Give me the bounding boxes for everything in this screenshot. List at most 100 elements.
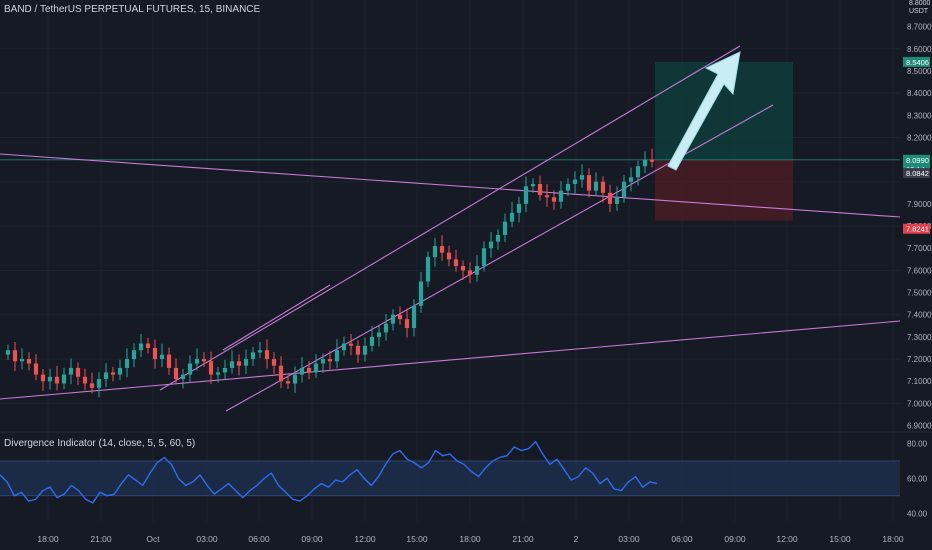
candle [621, 174, 627, 203]
candle-body [551, 197, 557, 202]
price-tick-label: 8.6000 [907, 45, 932, 54]
candle-body [19, 359, 25, 362]
candle [243, 349, 249, 374]
time-tick-label: 12:00 [354, 534, 376, 544]
candle-body [40, 374, 46, 382]
price-badge-bg [903, 168, 930, 179]
candle [103, 362, 109, 388]
candle [614, 186, 620, 211]
candle [26, 352, 32, 371]
candle-body [341, 343, 347, 351]
candle-body [75, 367, 81, 377]
candle [306, 361, 312, 380]
candle [425, 251, 431, 288]
candle-body [285, 381, 291, 384]
candle [376, 325, 382, 347]
candle [390, 309, 396, 331]
candle [278, 356, 284, 389]
candle [537, 175, 543, 201]
price-axis-currency: USDT [909, 8, 929, 15]
price-tick-label: 6.9000 [907, 422, 932, 431]
price-badge-label: 8.0990 [906, 156, 929, 165]
time-tick-label: 21:00 [512, 534, 534, 544]
candle [453, 249, 459, 272]
candle-body [509, 212, 515, 222]
candle-body [355, 345, 361, 355]
candle [481, 241, 487, 272]
price-tick-label: 7.6000 [907, 266, 932, 275]
time-tick-label: 15:00 [406, 534, 428, 544]
candle-body [537, 183, 543, 196]
candle [89, 372, 95, 394]
candle-body [5, 350, 11, 355]
candle [19, 348, 25, 370]
candle [362, 337, 368, 362]
candle [138, 334, 144, 358]
price-tick-label: 7.2000 [907, 355, 932, 364]
candle [117, 359, 123, 381]
candle [502, 213, 508, 242]
candle-body [68, 367, 74, 375]
time-axis[interactable]: 18:00 21:00 Oct 03:00 06:00 09:00 12:00 15:00 18… [37, 534, 904, 544]
candle [264, 339, 270, 369]
candle [33, 353, 39, 381]
candle [635, 160, 641, 186]
projection-arrow-icon [667, 51, 741, 171]
candle [628, 167, 634, 192]
candle-body [145, 343, 151, 348]
candle-body [474, 265, 480, 275]
candlestick-series [5, 148, 655, 398]
candle-body [33, 363, 39, 375]
price-tick-label: 7.5000 [907, 289, 932, 298]
candle-body [320, 359, 326, 364]
price-badge-label: 7.8241 [906, 225, 929, 234]
time-tick-label: 03:00 [618, 534, 640, 544]
candle [61, 367, 67, 389]
candle-body [180, 374, 186, 380]
candle [460, 260, 466, 280]
candle-body [439, 246, 445, 253]
candle [369, 326, 375, 352]
candle-body [61, 374, 67, 384]
price-tick-label: 8.4000 [907, 89, 932, 98]
candle [173, 358, 179, 385]
candle [152, 339, 158, 369]
candle [642, 151, 648, 174]
candle [523, 176, 529, 213]
price-tick-label: 7.4000 [907, 311, 932, 320]
trend-line [0, 153, 901, 218]
candle [236, 354, 242, 376]
candle-body [236, 361, 242, 366]
candle [299, 357, 305, 383]
candle [600, 176, 606, 203]
candle-body [383, 323, 389, 333]
candle [40, 369, 46, 391]
candle [411, 299, 417, 337]
candle-body [117, 367, 123, 375]
price-axis[interactable]: 8.7000 8.6000 8.5000 8.4000 8.3000 8.2000 7.90… [903, 23, 932, 431]
candle-body [299, 367, 305, 375]
candle-body [96, 379, 102, 388]
candle [439, 235, 445, 261]
candle [551, 190, 557, 210]
trend-line [222, 284, 331, 351]
candle-body [516, 203, 522, 213]
candle [68, 358, 74, 385]
candle-body [348, 343, 354, 346]
time-tick-label: 12:00 [776, 534, 798, 544]
price-badge: 8.0990 [903, 154, 930, 165]
candle [593, 172, 599, 197]
candle-body [467, 270, 473, 275]
price-tick-label: 7.1000 [907, 377, 932, 386]
candle-body [593, 181, 599, 191]
candle [222, 359, 228, 380]
candle-body [397, 314, 403, 320]
time-tick-label: 06:00 [248, 534, 270, 544]
candle [257, 342, 263, 358]
candle-body [621, 181, 627, 198]
candle [579, 164, 585, 188]
candle [285, 375, 291, 389]
candle-body [201, 359, 207, 362]
candle-body [222, 367, 228, 373]
